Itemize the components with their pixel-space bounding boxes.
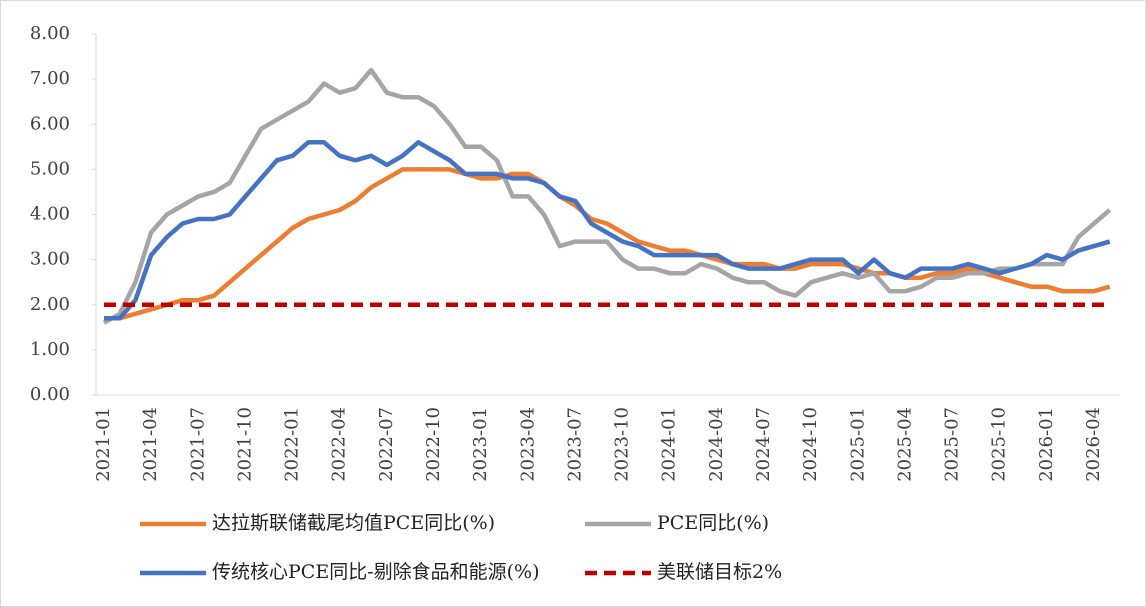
x-tick-label: 2022-01 (282, 407, 303, 482)
x-tick-label: 2021-10 (234, 407, 255, 482)
legend-label: 传统核心PCE同比-剔除食品和能源(%) (212, 561, 540, 583)
series-line (104, 167, 1111, 321)
y-tick-label: 0.00 (30, 384, 70, 405)
x-tick-label: 2023-01 (470, 407, 491, 482)
legend-label: 达拉斯联储截尾均值PCE同比(%) (212, 512, 495, 534)
y-tick-label: 3.00 (30, 249, 70, 270)
x-tick-label: 2022-10 (423, 407, 444, 482)
series-line (104, 140, 1111, 321)
x-tick-label: 2025-10 (989, 407, 1010, 482)
x-tick-label: 2024-04 (706, 407, 727, 482)
legend-label: 美联储目标2% (657, 561, 782, 583)
x-tick-label: 2025-07 (942, 407, 963, 482)
x-tick-label: 2024-07 (753, 407, 774, 482)
x-tick-label: 2021-07 (187, 407, 208, 482)
x-tick-label: 2025-01 (847, 407, 868, 482)
x-tick-label: 2023-10 (612, 407, 633, 482)
series-line (102, 67, 1112, 325)
y-tick-label: 8.00 (30, 23, 70, 44)
y-tick-label: 5.00 (30, 158, 70, 179)
x-tick-label: 2021-01 (93, 407, 114, 482)
x-tick-label: 2021-04 (140, 407, 161, 482)
legend-label: PCE同比(%) (657, 512, 769, 534)
y-tick-label: 7.00 (30, 68, 70, 89)
x-tick-label: 2022-07 (376, 407, 397, 482)
y-tick-label: 1.00 (30, 339, 70, 360)
x-tick-label: 2024-01 (659, 407, 680, 482)
y-tick-label: 2.00 (30, 294, 70, 315)
x-tick-label: 2026-01 (1036, 407, 1057, 482)
x-tick-label: 2024-10 (800, 407, 821, 482)
x-tick-label: 2022-04 (329, 407, 350, 482)
y-tick-label: 6.00 (30, 113, 70, 134)
x-tick-label: 2026-04 (1083, 407, 1104, 482)
x-tick-label: 2023-07 (564, 407, 585, 482)
x-tick-label: 2025-04 (894, 407, 915, 482)
y-tick-label: 4.00 (30, 204, 70, 225)
x-tick-label: 2023-04 (517, 407, 538, 482)
